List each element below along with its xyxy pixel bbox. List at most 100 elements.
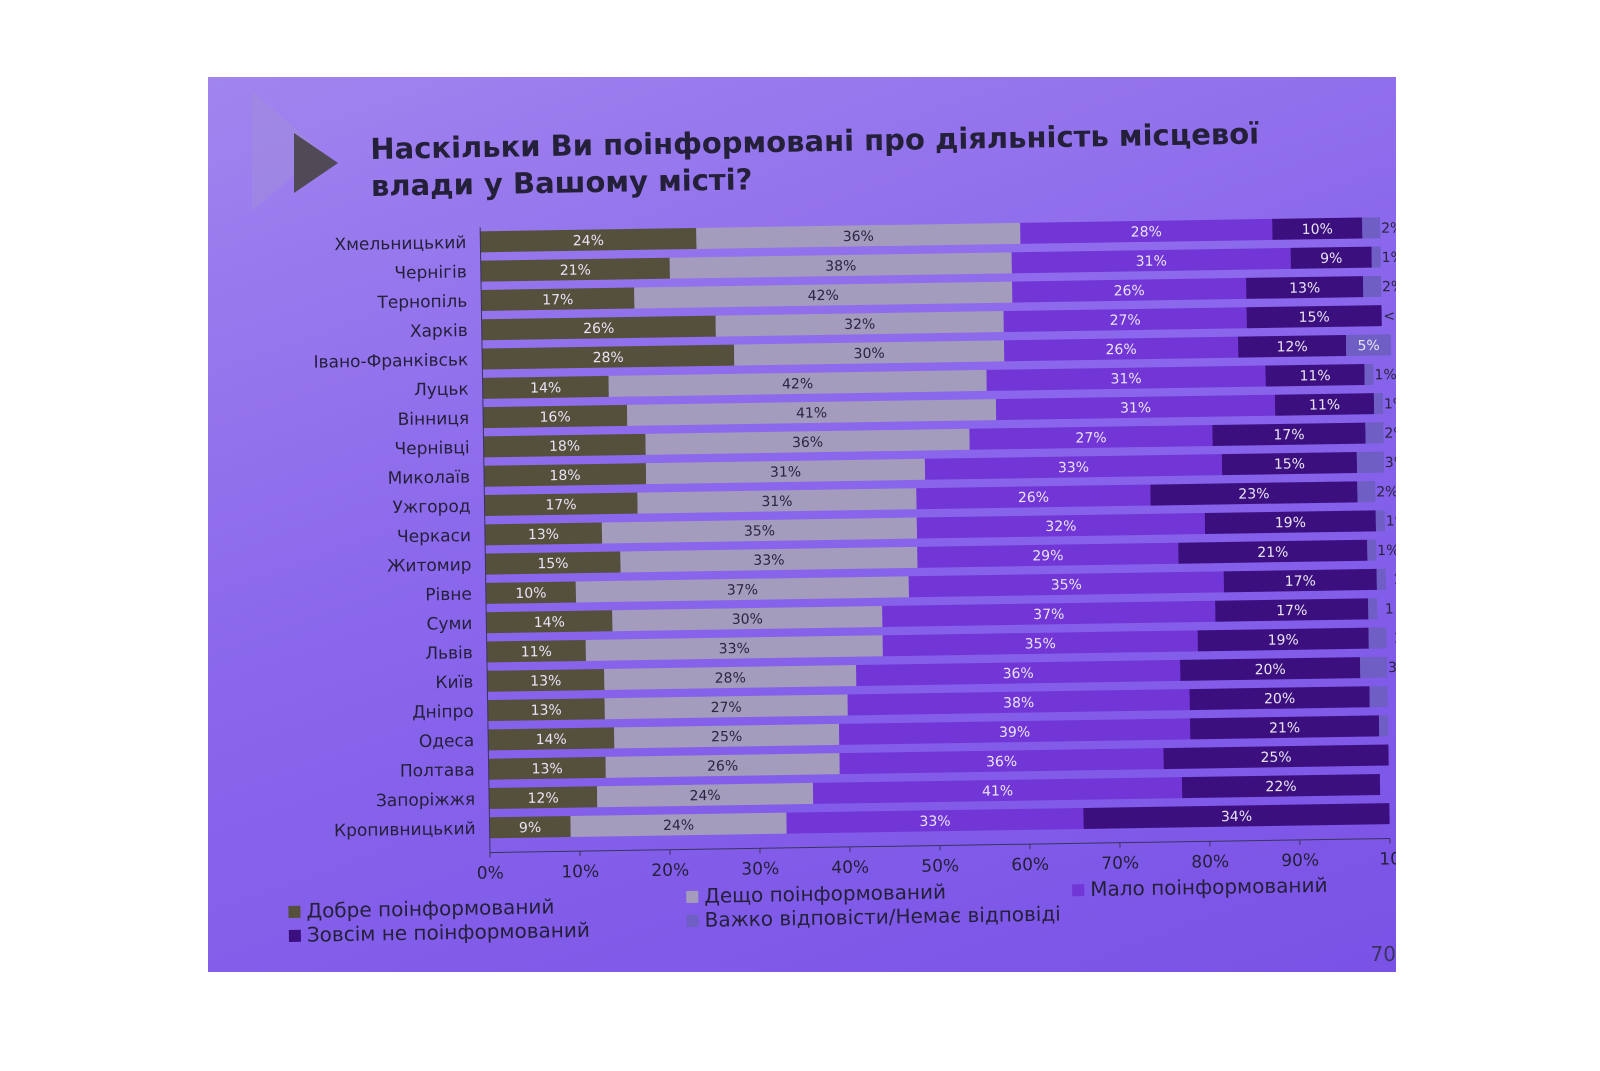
bar-data-label: 39% bbox=[999, 724, 1030, 740]
legend-swatch-no-answer bbox=[686, 914, 699, 928]
bar-data-label: 19% bbox=[1268, 632, 1299, 648]
decorative-triangle-icon bbox=[294, 133, 338, 193]
bar-segment bbox=[484, 522, 603, 546]
bar-data-label: 17% bbox=[1285, 573, 1316, 589]
bar-segment bbox=[482, 404, 628, 429]
bar-segment bbox=[480, 227, 697, 253]
bar-segment bbox=[487, 698, 605, 722]
city-label: Одеса bbox=[419, 731, 475, 752]
bar-data-label: 36% bbox=[843, 229, 874, 245]
bar-segment bbox=[1150, 481, 1358, 506]
bar-data-label: 27% bbox=[1075, 430, 1106, 446]
bar-data-label: 31% bbox=[1110, 371, 1141, 387]
bar-segment bbox=[626, 399, 997, 426]
city-label: Полтава bbox=[400, 760, 475, 781]
bar-data-label: 10% bbox=[515, 585, 546, 601]
bar-segment bbox=[1020, 218, 1273, 244]
city-label: Хмельницький bbox=[334, 233, 466, 255]
city-label: Івано-Франківськ bbox=[313, 350, 468, 372]
bar-data-label: 1 bbox=[1393, 572, 1396, 588]
bar-segment bbox=[605, 753, 840, 778]
bar-data-label: 42% bbox=[808, 288, 839, 304]
bar-segment bbox=[637, 488, 917, 514]
bar-data-label: 19% bbox=[1275, 515, 1306, 531]
city-label: Житомир bbox=[387, 555, 472, 576]
bar-data-label: 5% bbox=[1357, 338, 1379, 354]
x-tick-label: 90% bbox=[1281, 851, 1319, 872]
bar-data-label: 21% bbox=[1269, 720, 1300, 736]
bar-data-label: 26% bbox=[707, 758, 738, 774]
bar-data-label: 10% bbox=[1302, 221, 1333, 237]
bar-data-label: 23% bbox=[1238, 486, 1269, 502]
page-number: 70 bbox=[1370, 942, 1396, 966]
bar-segment bbox=[1272, 217, 1363, 240]
bar-segment bbox=[882, 630, 1198, 657]
city-label: Миколаїв bbox=[388, 467, 471, 488]
bar-data-label: 11% bbox=[521, 644, 552, 660]
bar-data-label: 24% bbox=[663, 818, 694, 834]
bar-segment bbox=[916, 513, 1206, 539]
city-label: Рівне bbox=[425, 585, 472, 606]
bar-data-label: 11% bbox=[1309, 397, 1340, 413]
bar-segment bbox=[486, 639, 586, 663]
bar-data-label: 28% bbox=[715, 670, 746, 686]
bar-data-label: 38% bbox=[1003, 695, 1034, 711]
x-tick-label: 50% bbox=[921, 856, 959, 877]
bar-segment bbox=[482, 375, 609, 399]
bar-data-label: 42% bbox=[782, 376, 813, 392]
bar-data-label: 33% bbox=[719, 641, 750, 657]
bar-segment bbox=[1375, 510, 1386, 532]
bar-segment bbox=[614, 723, 840, 749]
bar-segment bbox=[1363, 275, 1382, 298]
bar-segment bbox=[1003, 307, 1247, 333]
bar-segment bbox=[488, 756, 606, 780]
bar-data-label: 2% bbox=[1376, 484, 1396, 500]
city-label: Кропивницький bbox=[334, 819, 476, 841]
x-tick-label: 70% bbox=[1101, 853, 1139, 874]
bar-segment bbox=[1246, 276, 1364, 299]
bar-data-label: 29% bbox=[1032, 548, 1063, 564]
bar-data-label: 35% bbox=[744, 523, 775, 539]
bar-segment bbox=[634, 281, 1013, 309]
bar-data-label: 14% bbox=[534, 614, 565, 630]
bar-segment bbox=[1365, 422, 1384, 444]
bar-data-label: 1% bbox=[1382, 250, 1396, 266]
bar-segment bbox=[715, 311, 1004, 337]
bar-data-label: 13% bbox=[531, 761, 562, 777]
bar-data-label: 36% bbox=[986, 754, 1017, 770]
city-label: Черкаси bbox=[397, 526, 471, 547]
x-tick-label: 80% bbox=[1191, 852, 1229, 873]
bar-data-label: 3% bbox=[1385, 455, 1396, 471]
bar-data-label: 11% bbox=[1299, 368, 1330, 384]
bar-data-label: 30% bbox=[853, 346, 884, 362]
bar-segment bbox=[585, 635, 883, 661]
bar-data-label: 34% bbox=[1221, 809, 1252, 825]
y-axis-line bbox=[479, 227, 491, 853]
bar-data-label: 15% bbox=[537, 556, 568, 572]
bar-segment bbox=[882, 600, 1216, 627]
bar-segment bbox=[1083, 803, 1390, 829]
bar-data-label: 20% bbox=[1255, 662, 1286, 678]
x-tick-label: 60% bbox=[1011, 855, 1049, 876]
bar-data-label: 25% bbox=[711, 729, 742, 745]
legend-swatch-little bbox=[1072, 884, 1085, 897]
bar-segment bbox=[856, 659, 1181, 687]
bar-segment bbox=[604, 694, 848, 720]
bar-data-label: 1% bbox=[1377, 543, 1396, 559]
bar-data-label: 9% bbox=[519, 820, 541, 836]
bar-segment bbox=[485, 581, 577, 604]
bar-data-label: 13% bbox=[528, 527, 559, 543]
stacked-bar-chart: Хмельницький Чернігів Тернопіль Харків Івано… bbox=[313, 217, 1396, 884]
city-label: Ужгород bbox=[392, 497, 470, 518]
bar-segment bbox=[1204, 510, 1377, 535]
bar-segment bbox=[1274, 393, 1375, 416]
bar-segment bbox=[786, 807, 1084, 834]
bar-segment bbox=[1178, 539, 1368, 564]
bar-segment bbox=[1181, 773, 1381, 799]
bar-segment bbox=[645, 428, 970, 455]
bar-segment bbox=[488, 786, 598, 809]
city-label: Чернігів bbox=[394, 262, 467, 283]
bar-data-label: 35% bbox=[1051, 577, 1082, 593]
bar-segment bbox=[1367, 539, 1377, 561]
bar-segment bbox=[620, 546, 918, 573]
